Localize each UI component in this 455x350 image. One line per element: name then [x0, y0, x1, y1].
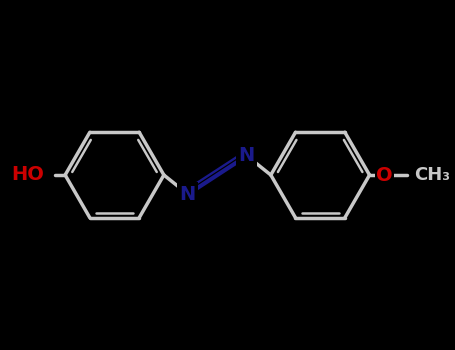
Text: CH₃: CH₃: [414, 166, 450, 184]
Text: N: N: [180, 185, 196, 204]
Text: N: N: [239, 146, 255, 165]
Text: O: O: [376, 166, 393, 184]
Text: HO: HO: [11, 166, 44, 184]
